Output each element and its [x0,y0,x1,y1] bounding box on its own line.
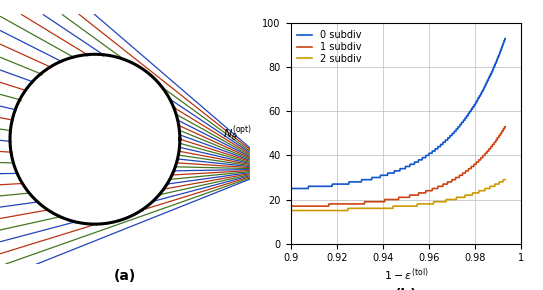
0 subdiv [287,187,294,190]
1 subdiv [418,191,424,195]
2 subdiv [418,202,424,206]
Line: 0 subdiv: 0 subdiv [291,39,505,188]
0 subdiv [300,187,307,190]
1 subdiv [424,189,431,193]
X-axis label: $1-\epsilon^{(\mathrm{tol})}$: $1-\epsilon^{(\mathrm{tol})}$ [383,266,428,283]
0 subdiv [472,103,478,106]
Text: (b): (b) [395,288,417,290]
2 subdiv [502,178,508,182]
2 subdiv [450,198,457,201]
1 subdiv [450,178,457,182]
0 subdiv [424,154,431,157]
1 subdiv [472,162,478,166]
2 subdiv [412,204,419,208]
Line: 1 subdiv: 1 subdiv [291,127,505,206]
0 subdiv [502,37,508,40]
1 subdiv [412,193,419,197]
0 subdiv [450,132,457,135]
2 subdiv [472,191,478,195]
0 subdiv [502,37,508,40]
1 subdiv [287,204,294,208]
2 subdiv [500,178,507,182]
1 subdiv [501,125,508,128]
0 subdiv [412,160,419,164]
2 subdiv [287,209,294,212]
2 subdiv [424,202,431,206]
1 subdiv [502,125,508,128]
Legend: 0 subdiv, 1 subdiv, 2 subdiv: 0 subdiv, 1 subdiv, 2 subdiv [295,28,363,66]
Line: 2 subdiv: 2 subdiv [291,180,505,211]
1 subdiv [300,204,307,208]
2 subdiv [300,209,307,212]
Y-axis label: $N_{\theta}^{(\mathrm{opt})}$: $N_{\theta}^{(\mathrm{opt})}$ [223,123,252,144]
Text: (a): (a) [114,269,136,283]
0 subdiv [418,158,424,162]
